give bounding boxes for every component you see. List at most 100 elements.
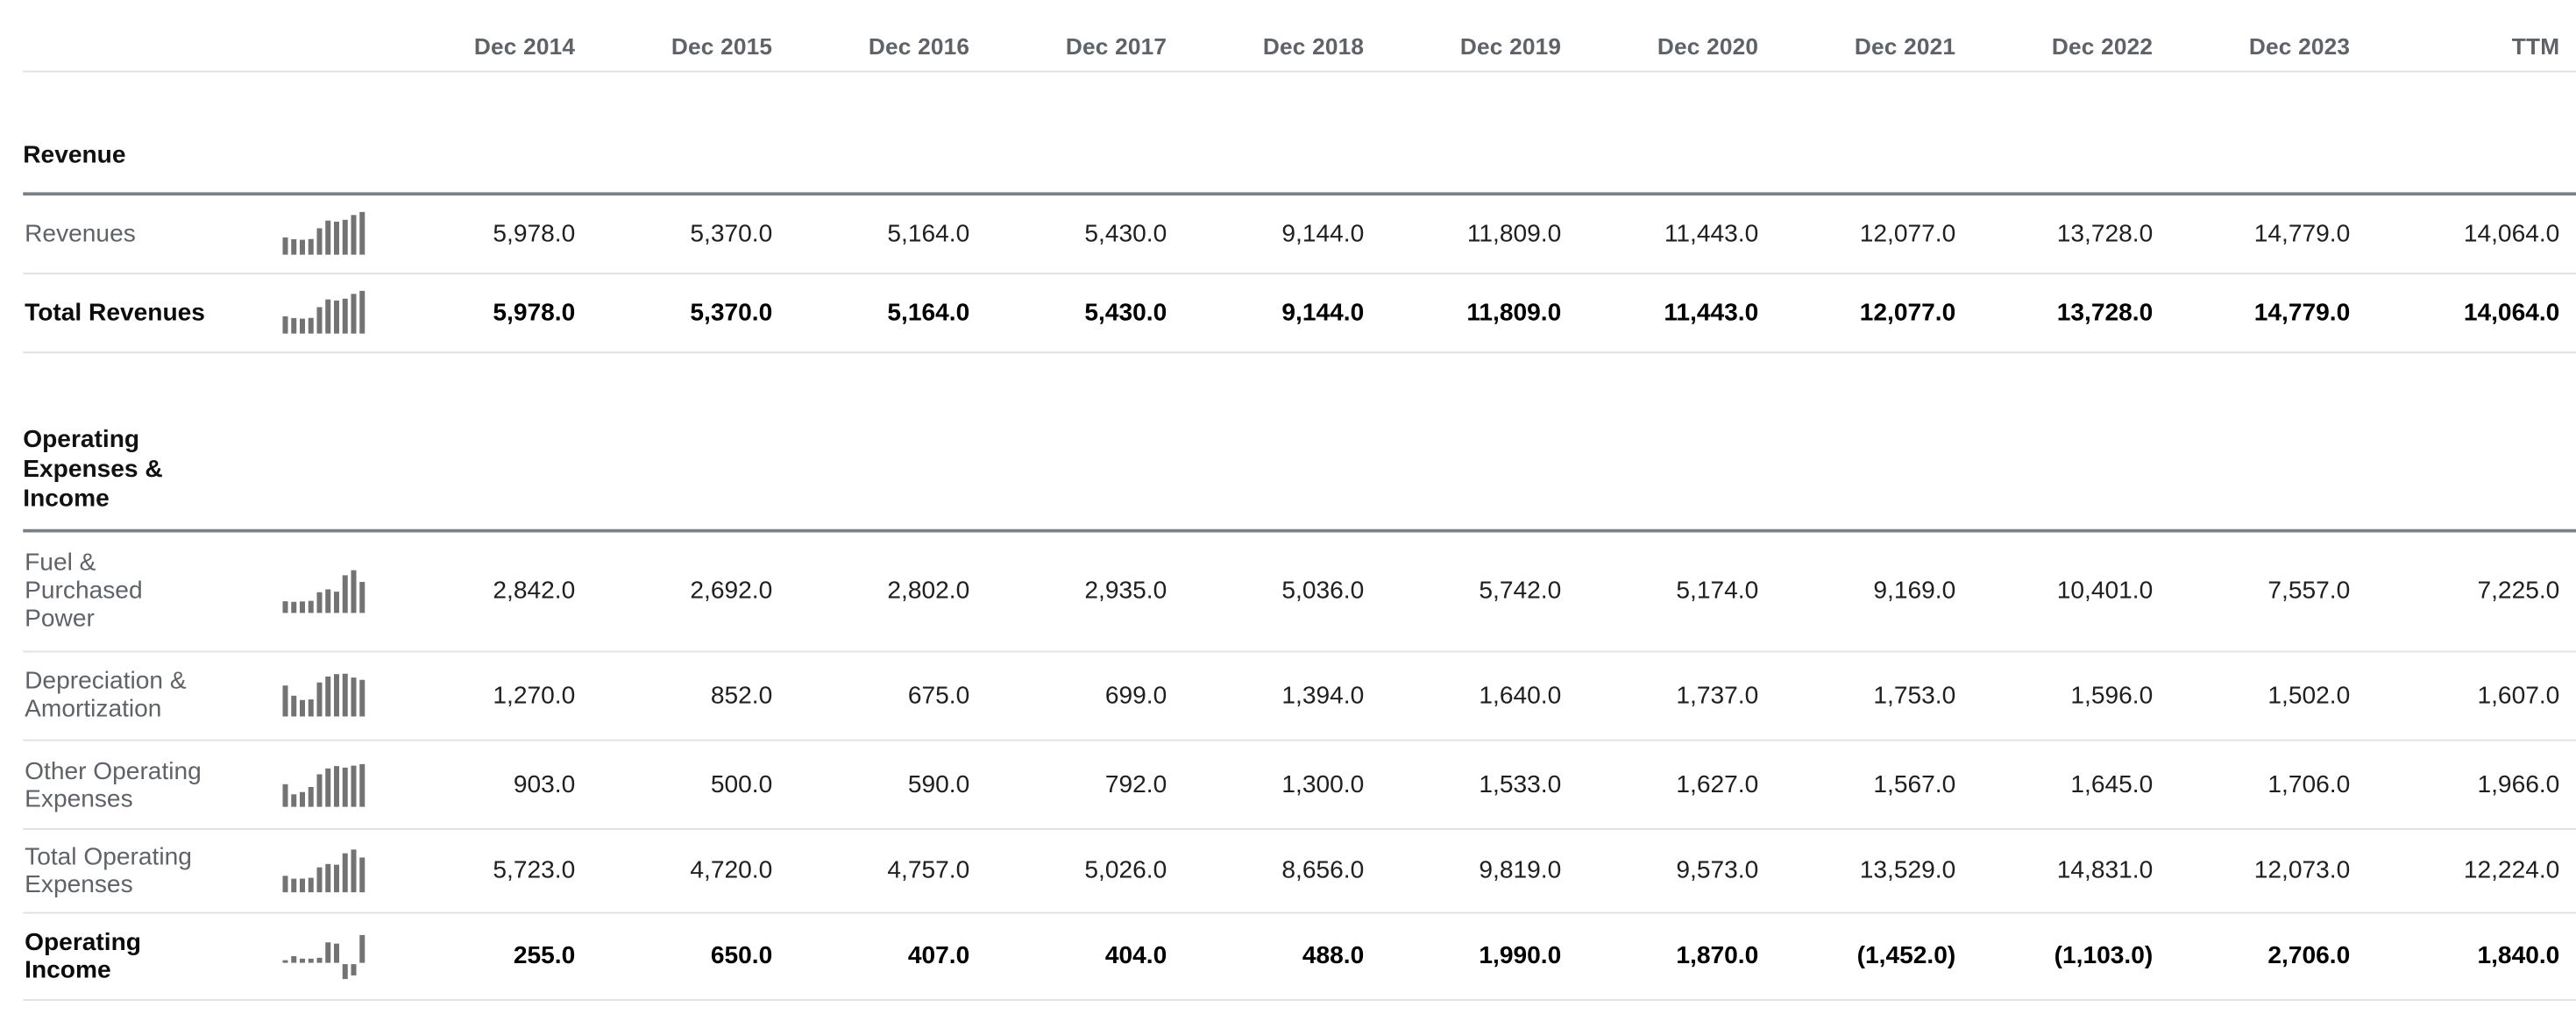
value-cell-ttm: 14,064.0 bbox=[2463, 219, 2560, 248]
value-cell-dec-2023: 14,779.0 bbox=[2253, 219, 2351, 248]
value-cell-ttm: 7,225.0 bbox=[2477, 577, 2560, 605]
value-cell-dec-2023: 1,502.0 bbox=[2267, 681, 2351, 710]
value-cell-dec-2014: 903.0 bbox=[513, 770, 576, 799]
value-cell-dec-2019: 9,819.0 bbox=[1479, 856, 1562, 885]
row-trend-sparkline-icon bbox=[282, 674, 365, 717]
row-label: Total Operating Expenses bbox=[25, 842, 192, 899]
value-cell-dec-2015: 5,370.0 bbox=[690, 219, 773, 248]
section-rows: Fuel & Purchased Power 2,842.0 2,692.0 2,80… bbox=[23, 528, 2576, 1000]
value-cell-dec-2023: 14,779.0 bbox=[2253, 298, 2351, 327]
value-cell-dec-2022: 13,728.0 bbox=[2056, 219, 2154, 248]
table-row-total-operating-expenses[interactable]: Total Operating Expenses 5,723.0 4,720.0 4,… bbox=[23, 830, 2576, 913]
table-row-total-revenues[interactable]: Total Revenues 5,978.0 5,370.0 5,164.0 5,430… bbox=[23, 273, 2576, 353]
value-cell-dec-2023: 2,706.0 bbox=[2267, 941, 2351, 970]
value-cell-dec-2016: 4,757.0 bbox=[887, 856, 970, 885]
value-cell-dec-2016: 5,164.0 bbox=[887, 219, 970, 248]
value-cell-dec-2020: 1,627.0 bbox=[1676, 770, 1759, 799]
value-cell-dec-2019: 11,809.0 bbox=[1466, 219, 1562, 248]
row-label: Operating Income bbox=[25, 927, 141, 984]
table-row-revenues[interactable]: Revenues 5,978.0 5,370.0 5,164.0 5,430.0 9,14… bbox=[23, 195, 2576, 274]
value-cell-ttm: 1,966.0 bbox=[2477, 770, 2560, 799]
value-cell-dec-2019: 11,809.0 bbox=[1466, 298, 1562, 327]
value-cell-dec-2015: 650.0 bbox=[710, 941, 773, 970]
value-cell-dec-2018: 1,300.0 bbox=[1281, 770, 1365, 799]
value-cell-dec-2023: 1,706.0 bbox=[2267, 770, 2351, 799]
sparkline-cell bbox=[263, 287, 378, 337]
sparkline-cell bbox=[263, 846, 378, 895]
column-header-dec-2022[interactable]: Dec 2022 bbox=[2051, 32, 2154, 60]
column-header-dec-2019[interactable]: Dec 2019 bbox=[1459, 32, 1562, 60]
value-cell-dec-2021: 1,567.0 bbox=[1873, 770, 1956, 799]
value-cell-dec-2017: 5,430.0 bbox=[1084, 219, 1167, 248]
value-cell-dec-2017: 699.0 bbox=[1104, 681, 1167, 710]
section-title-revenue: Revenue bbox=[23, 141, 126, 170]
column-header-dec-2023[interactable]: Dec 2023 bbox=[2248, 32, 2351, 60]
row-trend-sparkline-icon bbox=[282, 762, 365, 806]
value-cell-dec-2015: 500.0 bbox=[710, 770, 773, 799]
value-cell-dec-2020: 5,174.0 bbox=[1676, 577, 1759, 605]
row-label: Depreciation & Amortization bbox=[25, 667, 187, 724]
row-trend-sparkline-icon bbox=[282, 569, 365, 613]
value-cell-ttm: 14,064.0 bbox=[2463, 298, 2560, 327]
column-header-dec-2018[interactable]: Dec 2018 bbox=[1262, 32, 1365, 60]
column-header-dec-2015[interactable]: Dec 2015 bbox=[671, 32, 773, 60]
column-header-dec-2020[interactable]: Dec 2020 bbox=[1657, 32, 1759, 60]
sparkline-cell bbox=[263, 760, 378, 809]
value-cell-ttm: 1,840.0 bbox=[2477, 941, 2560, 970]
column-header-dec-2021[interactable]: Dec 2021 bbox=[1854, 32, 1956, 60]
value-cell-dec-2014: 5,978.0 bbox=[493, 219, 576, 248]
value-cell-dec-2022: 13,728.0 bbox=[2056, 298, 2154, 327]
column-header-dec-2017[interactable]: Dec 2017 bbox=[1065, 32, 1167, 60]
value-cell-dec-2022: 1,596.0 bbox=[2070, 681, 2154, 710]
value-cell-dec-2018: 9,144.0 bbox=[1281, 298, 1365, 327]
sparkline-cell bbox=[263, 670, 378, 720]
value-cell-dec-2016: 590.0 bbox=[907, 770, 970, 799]
value-cell-ttm: 1,607.0 bbox=[2477, 681, 2560, 710]
value-cell-dec-2019: 1,640.0 bbox=[1479, 681, 1562, 710]
value-cell-dec-2018: 9,144.0 bbox=[1281, 219, 1365, 248]
sparkline-cell bbox=[263, 931, 378, 980]
value-cell-dec-2021: 12,077.0 bbox=[1859, 219, 1956, 248]
value-cell-ttm: 12,224.0 bbox=[2463, 856, 2560, 885]
value-cell-dec-2015: 5,370.0 bbox=[690, 298, 773, 327]
table-row-depreciation-amortization[interactable]: Depreciation & Amortization 1,270.0 852.0 6… bbox=[23, 651, 2576, 741]
value-cell-dec-2023: 7,557.0 bbox=[2267, 577, 2351, 605]
value-cell-dec-2017: 404.0 bbox=[1104, 941, 1167, 970]
row-trend-sparkline-icon bbox=[282, 933, 365, 979]
value-cell-dec-2018: 8,656.0 bbox=[1281, 856, 1365, 885]
value-cell-dec-2017: 5,430.0 bbox=[1084, 298, 1167, 327]
value-cell-dec-2018: 5,036.0 bbox=[1281, 577, 1365, 605]
value-cell-dec-2014: 1,270.0 bbox=[493, 681, 576, 710]
value-cell-dec-2019: 5,742.0 bbox=[1479, 577, 1562, 605]
value-cell-dec-2015: 2,692.0 bbox=[690, 577, 773, 605]
column-header-dec-2016[interactable]: Dec 2016 bbox=[868, 32, 970, 60]
value-cell-dec-2021: 13,529.0 bbox=[1859, 856, 1956, 885]
section-revenue: Revenue Revenues 5,978.0 5,370.0 5,164.0 5,43… bbox=[0, 73, 2576, 353]
value-cell-dec-2020: 1,737.0 bbox=[1676, 681, 1759, 710]
table-row-other-operating-expenses[interactable]: Other Operating Expenses 903.0 500.0 590.0 7… bbox=[23, 741, 2576, 830]
sparkline-cell bbox=[263, 566, 378, 615]
table-row-fuel-purchased-power[interactable]: Fuel & Purchased Power 2,842.0 2,692.0 2,80… bbox=[23, 532, 2576, 652]
value-cell-dec-2019: 1,533.0 bbox=[1479, 770, 1562, 799]
value-cell-dec-2020: 11,443.0 bbox=[1664, 298, 1759, 327]
value-cell-dec-2014: 5,723.0 bbox=[493, 856, 576, 885]
value-cell-dec-2022: 1,645.0 bbox=[2070, 770, 2154, 799]
value-cell-dec-2023: 12,073.0 bbox=[2253, 856, 2351, 885]
value-cell-dec-2022: 14,831.0 bbox=[2056, 856, 2154, 885]
value-cell-dec-2021: (1,452.0) bbox=[1856, 941, 1956, 970]
row-trend-sparkline-icon bbox=[282, 290, 365, 334]
table-body: Revenue Revenues 5,978.0 5,370.0 5,164.0 5,43… bbox=[0, 73, 2576, 1000]
column-header-ttm[interactable]: TTM bbox=[2511, 32, 2560, 60]
value-cell-dec-2014: 255.0 bbox=[513, 941, 576, 970]
section-operating-expenses-income: Operating Expenses & Income Fuel & Purcha… bbox=[0, 352, 2576, 1000]
table-row-operating-income[interactable]: Operating Income 255.0 650.0 407.0 404.0 488.… bbox=[23, 913, 2576, 1000]
value-cell-dec-2014: 5,978.0 bbox=[493, 298, 576, 327]
column-header-dec-2014[interactable]: Dec 2014 bbox=[473, 32, 576, 60]
value-cell-dec-2021: 1,753.0 bbox=[1873, 681, 1956, 710]
value-cell-dec-2016: 675.0 bbox=[907, 681, 970, 710]
value-cell-dec-2015: 4,720.0 bbox=[690, 856, 773, 885]
value-cell-dec-2014: 2,842.0 bbox=[493, 577, 576, 605]
value-cell-dec-2017: 5,026.0 bbox=[1084, 856, 1167, 885]
